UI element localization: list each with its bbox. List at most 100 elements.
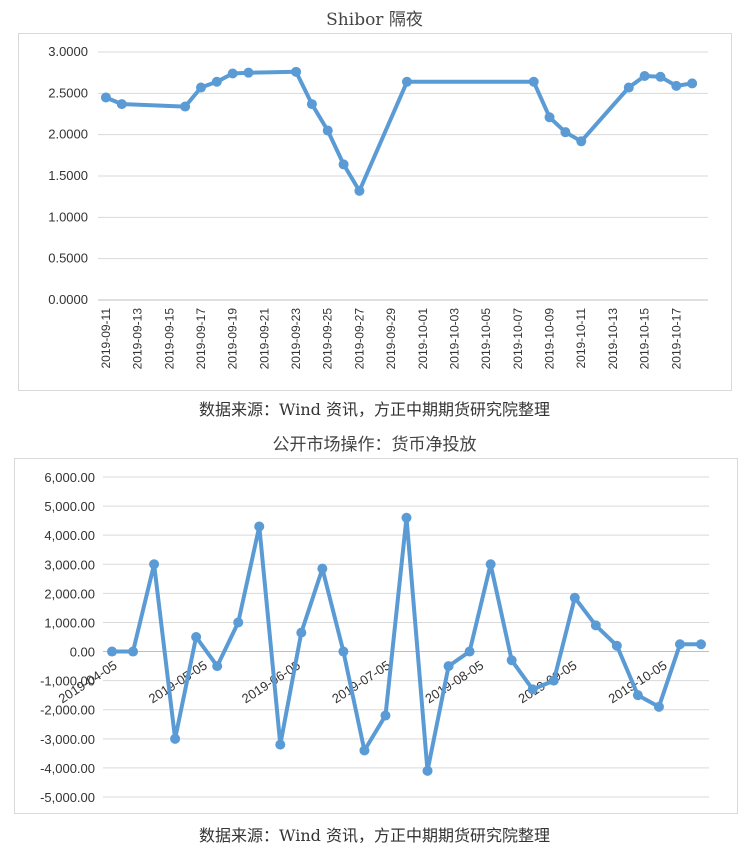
data-point bbox=[296, 627, 307, 638]
x-tick-label: 2019-10-09 bbox=[543, 308, 557, 370]
data-point bbox=[211, 76, 222, 87]
data-point bbox=[653, 701, 664, 712]
data-point bbox=[149, 559, 160, 570]
data-point bbox=[506, 655, 517, 666]
data-point bbox=[275, 739, 286, 750]
x-tick-label: 2019-10-15 bbox=[638, 308, 652, 370]
chart2-frame bbox=[14, 458, 738, 814]
data-point bbox=[674, 639, 685, 650]
data-point bbox=[116, 99, 127, 110]
data-point bbox=[291, 66, 302, 77]
y-tick-label: 1,000.00 bbox=[44, 615, 95, 630]
x-tick-label: 2019-09-25 bbox=[321, 308, 335, 370]
data-point bbox=[671, 80, 682, 91]
data-point bbox=[569, 592, 580, 603]
x-tick-label: 2019-09-23 bbox=[289, 308, 303, 370]
data-point bbox=[128, 646, 139, 657]
data-point bbox=[180, 101, 191, 112]
data-point bbox=[560, 127, 571, 138]
data-point bbox=[655, 71, 666, 82]
data-point bbox=[227, 68, 238, 79]
data-point bbox=[233, 617, 244, 628]
data-point bbox=[548, 675, 559, 686]
y-tick-label: 4,000.00 bbox=[44, 528, 95, 543]
x-tick-label: 2019-09-13 bbox=[131, 308, 145, 370]
y-tick-label: 5,000.00 bbox=[44, 499, 95, 514]
data-point bbox=[639, 70, 650, 81]
x-tick-label: 2019-09-21 bbox=[257, 308, 271, 370]
data-point bbox=[623, 82, 634, 93]
data-point bbox=[576, 136, 587, 147]
chart1-source: 数据来源：Wind 资讯，方正中期期货研究院整理 bbox=[199, 400, 550, 419]
y-tick-label: 2.5000 bbox=[48, 85, 88, 100]
x-tick-label: 2019-09-27 bbox=[352, 308, 366, 370]
chart1-frame bbox=[18, 33, 732, 391]
data-point bbox=[611, 640, 622, 651]
x-tick-label: 2019-09-11 bbox=[99, 308, 113, 369]
data-point bbox=[687, 78, 698, 89]
y-tick-label: -2,000.00 bbox=[40, 703, 95, 718]
x-tick-label: 2019-10-07 bbox=[511, 308, 525, 370]
data-point bbox=[464, 646, 475, 657]
y-tick-label: 3,000.00 bbox=[44, 557, 95, 572]
y-tick-label: -4,000.00 bbox=[40, 761, 95, 776]
data-point bbox=[212, 661, 223, 672]
data-point bbox=[338, 646, 349, 657]
chart1-plot: 3.0000 2.5000 2.0000 1.5000 1.0000 0.5000 0.00… bbox=[48, 44, 708, 370]
y-tick-label: 1.5000 bbox=[48, 168, 88, 183]
data-point bbox=[254, 521, 265, 532]
data-point bbox=[380, 710, 391, 721]
data-point bbox=[632, 690, 643, 701]
y-tick-label: 3.0000 bbox=[48, 44, 88, 59]
data-point bbox=[696, 639, 706, 650]
data-point bbox=[422, 765, 433, 776]
y-tick-label: 0.5000 bbox=[48, 251, 88, 266]
x-tick-label: 2019-09-15 bbox=[162, 308, 176, 370]
data-point bbox=[485, 559, 496, 570]
data-point bbox=[338, 159, 349, 170]
chart2-title: 公开市场操作：货币净投放 bbox=[272, 435, 477, 455]
data-point bbox=[170, 733, 181, 744]
data-point bbox=[359, 745, 370, 756]
y-tick-label: 2,000.00 bbox=[44, 586, 95, 601]
data-point bbox=[322, 125, 333, 136]
y-tick-label: 6,000.00 bbox=[44, 470, 95, 485]
x-tick-label: 2019-09-19 bbox=[226, 308, 240, 370]
data-point bbox=[401, 76, 412, 87]
x-tick-label: 2019-10-05 bbox=[479, 308, 493, 370]
data-point bbox=[401, 512, 412, 523]
x-tick-label: 2019-10-17 bbox=[669, 308, 683, 370]
data-point bbox=[354, 185, 365, 196]
y-tick-label: -3,000.00 bbox=[40, 732, 95, 747]
x-tick-label: 2019-10-11 bbox=[574, 308, 588, 369]
chart2-source: 数据来源：Wind 资讯，方正中期期货研究院整理 bbox=[199, 826, 550, 845]
data-point bbox=[590, 620, 601, 631]
series-line bbox=[105, 69, 693, 193]
x-tick-label: 2019-07-05 bbox=[329, 657, 393, 706]
data-point bbox=[544, 112, 555, 123]
x-tick-label: 2019-09-29 bbox=[384, 308, 398, 370]
x-tick-label: 2019-09-17 bbox=[194, 308, 208, 370]
data-point bbox=[306, 99, 317, 110]
data-point bbox=[527, 684, 538, 695]
y-tick-label: -5,000.00 bbox=[40, 790, 95, 805]
data-point bbox=[100, 92, 111, 103]
y-tick-label: 0.00 bbox=[70, 645, 95, 660]
data-point bbox=[243, 67, 254, 78]
y-tick-label: 1.0000 bbox=[48, 209, 88, 224]
y-tick-label: 2.0000 bbox=[48, 127, 88, 142]
data-point bbox=[107, 646, 117, 657]
x-tick-label: 2019-10-03 bbox=[447, 308, 461, 370]
x-tick-label: 2019-10-13 bbox=[606, 308, 620, 370]
y-tick-label: 0.0000 bbox=[48, 292, 88, 307]
x-tick-label: 2019-10-01 bbox=[416, 308, 430, 370]
data-point bbox=[191, 632, 202, 642]
y-tick-label: -1,000.00 bbox=[40, 674, 95, 689]
data-point bbox=[317, 563, 328, 574]
data-point bbox=[443, 661, 454, 672]
x-tick-label: 2019-08-05 bbox=[422, 657, 486, 706]
chart1-title: Shibor 隔夜 bbox=[326, 10, 423, 30]
data-point bbox=[528, 76, 539, 87]
x-tick-label: 2019-05-05 bbox=[146, 657, 210, 706]
